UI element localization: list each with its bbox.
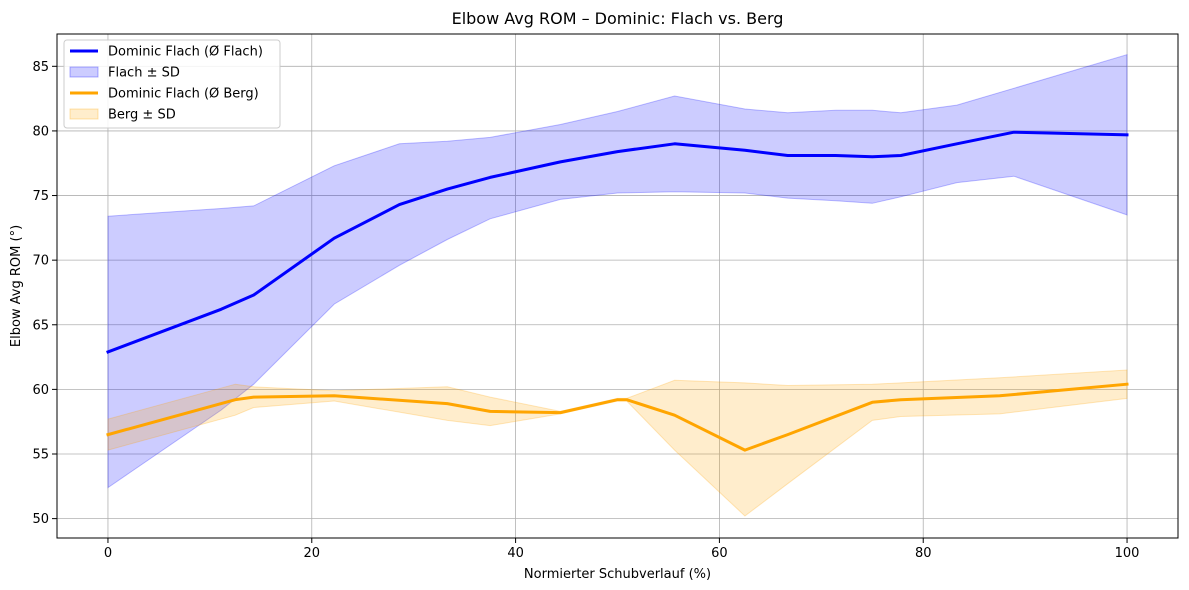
series-line-0 [106, 130, 1129, 354]
y-tick-label: 70 [32, 254, 49, 269]
sd-bands [107, 54, 1128, 517]
y-axis-label: Elbow Avg ROM (°) [9, 225, 24, 347]
y-tick-label: 65 [32, 318, 49, 333]
y-tick-label: 75 [32, 189, 49, 204]
x-tick-label: 80 [915, 546, 932, 561]
axis-ticks: 0 20 40 60 80 100 50 55 60 65 70 75 80 85 [32, 60, 1139, 561]
x-axis-label: Normierter Schubverlauf (%) [524, 567, 711, 582]
legend-band-swatch [69, 66, 99, 78]
legend-band-swatch [69, 108, 99, 120]
grid [57, 34, 1178, 538]
legend: Dominic Flach (Ø Flach) Flach ± SD Dominic… [63, 39, 281, 129]
legend-entry-label: Berg ± SD [108, 108, 176, 123]
series-line-1 [106, 382, 1129, 452]
y-tick-label: 80 [32, 124, 49, 139]
x-tick-label: 40 [507, 546, 524, 561]
chart-title: Elbow Avg ROM – Dominic: Flach vs. Berg [452, 9, 784, 28]
sd-band-1 [107, 369, 1128, 517]
x-tick-label: 60 [711, 546, 728, 561]
legend-entry-label: Dominic Flach (Ø Berg) [108, 87, 259, 102]
legend-box [63, 39, 281, 129]
sd-band-0 [107, 54, 1128, 489]
series-lines [106, 130, 1129, 452]
plot-frame [56, 33, 1179, 539]
y-tick-label: 60 [32, 383, 49, 398]
y-tick-label: 50 [32, 512, 49, 527]
x-tick-label: 20 [303, 546, 320, 561]
y-tick-label: 85 [32, 60, 49, 75]
y-tick-label: 55 [32, 448, 49, 463]
legend-entry-label: Flach ± SD [108, 66, 180, 81]
x-tick-label: 0 [104, 546, 112, 561]
x-tick-label: 100 [1115, 546, 1140, 561]
legend-entry-label: Dominic Flach (Ø Flach) [108, 45, 263, 60]
